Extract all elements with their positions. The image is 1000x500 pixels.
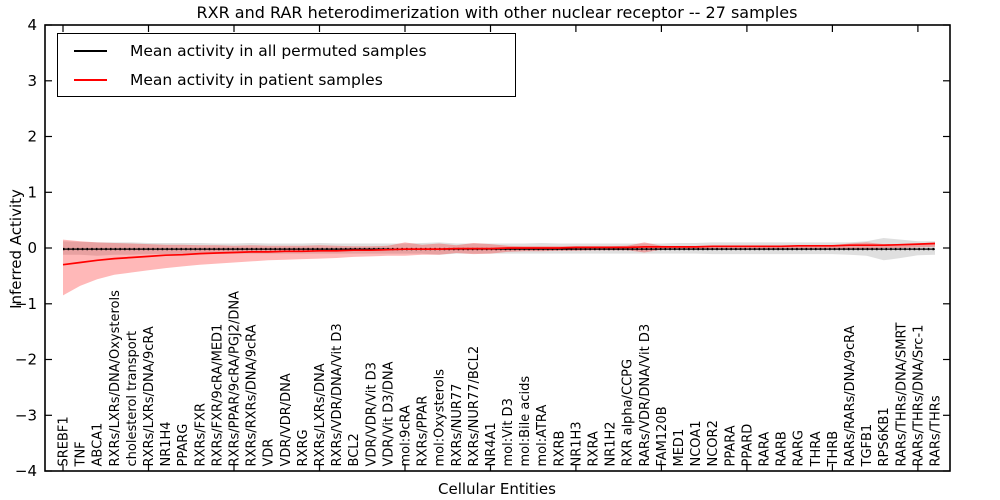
x-category-label: NCOA1 <box>689 421 704 467</box>
legend-item-permuted: Mean activity in all permuted samples <box>58 40 515 62</box>
x-category-label: RXRs/LXRs/DNA <box>313 363 328 466</box>
x-category-label: RARs/VDR/DNA/Vit D3 <box>638 324 653 467</box>
x-category-label: VDR/VDR/Vit D3 <box>364 362 379 466</box>
x-category-label: NR4A1 <box>484 422 499 466</box>
x-category-label: RXR alpha/CCPG <box>621 359 636 467</box>
x-category-label: SREBF1 <box>57 416 72 466</box>
x-category-label: BCL2 <box>347 433 362 466</box>
x-category-label: RXRA <box>587 431 602 466</box>
x-category-label: NR1H4 <box>159 421 174 466</box>
x-category-label: mol:ATRA <box>535 405 550 467</box>
legend-line-sample-black <box>74 49 107 52</box>
x-category-labels: SREBF1 TNF ABCA1 RXRs/LXRs/DNA/Oxysterols ch… <box>57 290 944 468</box>
y-tick-label: 0 <box>27 239 37 257</box>
x-category-label: RPS6KB1 <box>877 407 892 466</box>
x-category-label: cholesterol transport <box>125 331 140 467</box>
x-category-label: TNF <box>74 441 89 467</box>
x-category-label: THRA <box>809 431 824 467</box>
x-axis-label: Cellular Entities <box>438 480 556 498</box>
legend-label: Mean activity in patient samples <box>130 70 383 89</box>
x-category-label: THRB <box>826 431 841 468</box>
chart-title: RXR and RAR heterodimerization with othe… <box>196 3 798 22</box>
y-tick-label: 4 <box>27 16 37 34</box>
x-category-label: ABCA1 <box>91 423 106 467</box>
band <box>63 239 935 296</box>
x-category-label: PPARG <box>176 424 191 467</box>
x-category-label: RARs/THRs/DNA/SMRT <box>894 322 909 466</box>
x-category-label: RARG <box>792 430 807 467</box>
legend: Mean activity in all permuted samples Me… <box>57 33 516 97</box>
x-category-label: RXRs/NUR77/BCL2 <box>467 346 482 467</box>
x-category-label: RXRB <box>552 431 567 467</box>
x-category-label: RXRs/PPAR/9cRA/PGJ2/DNA <box>228 291 243 467</box>
x-category-label: RXRs/NUR77 <box>450 384 465 467</box>
y-ticks: 4 3 2 1 0 −1 −2 −3 −4 <box>15 16 950 480</box>
x-category-label: NR1H2 <box>604 421 619 466</box>
legend-label: Mean activity in all permuted samples <box>130 41 427 60</box>
x-category-label: NR1H3 <box>569 421 584 466</box>
x-category-label: RARs/THRs/DNA/Src-1 <box>911 325 926 467</box>
x-category-label: MED1 <box>672 429 687 467</box>
x-category-label: RXRs/PPAR <box>416 396 431 467</box>
x-category-label: FAM120B <box>655 406 670 466</box>
x-category-label: VDR <box>262 439 277 467</box>
y-tick-label: 1 <box>27 183 37 201</box>
x-category-label: RARA <box>758 432 773 467</box>
legend-line-sample-red <box>74 78 107 81</box>
y-tick-label: 2 <box>27 128 37 146</box>
x-category-label: mol:Vit D3 <box>501 398 516 466</box>
y-axis-label: Inferred Activity <box>7 189 25 309</box>
x-ticks <box>62 25 919 471</box>
x-category-label: mol:Oxysterols <box>433 369 448 467</box>
y-tick-label: −4 <box>15 462 37 480</box>
x-category-label: TGFB1 <box>860 424 875 468</box>
patient-mean-line <box>62 242 936 266</box>
y-tick-label: −2 <box>15 351 37 369</box>
x-category-label: mol:9cRA <box>399 405 414 467</box>
x-category-label: RXRG <box>296 429 311 466</box>
x-category-label: RARB <box>775 431 790 466</box>
x-category-label: RXRs/RXRs/DNA/9cRA <box>245 324 260 466</box>
x-category-label: RXRs/FXR/9cRA/MED1 <box>210 324 225 467</box>
x-category-label: PPARD <box>740 424 755 467</box>
x-category-label: PPARA <box>723 425 738 466</box>
x-category-label: RARs/RARs/DNA/9cRA <box>843 325 858 466</box>
x-category-label: VDR/Vit D3/DNA <box>381 361 396 466</box>
legend-item-patient: Mean activity in patient samples <box>58 69 515 91</box>
mean-lines <box>62 242 936 266</box>
x-category-label: NCOR2 <box>706 420 721 466</box>
x-category-label: RARs/THRs <box>929 395 944 466</box>
y-tick-label: −1 <box>15 295 37 313</box>
x-category-label: RXRs/LXRs/DNA/9cRA <box>142 326 157 466</box>
x-category-label: RXRs/VDR/DNA/Vit D3 <box>330 323 345 466</box>
y-tick-label: −3 <box>15 406 37 424</box>
x-category-label: VDR/VDR/DNA <box>279 373 294 466</box>
x-category-label: RXRs/FXR <box>193 403 208 467</box>
x-category-label: mol:Bile acids <box>518 376 533 467</box>
y-tick-label: 3 <box>27 72 37 90</box>
x-category-label: RXRs/LXRs/DNA/Oxysterols <box>108 290 123 467</box>
